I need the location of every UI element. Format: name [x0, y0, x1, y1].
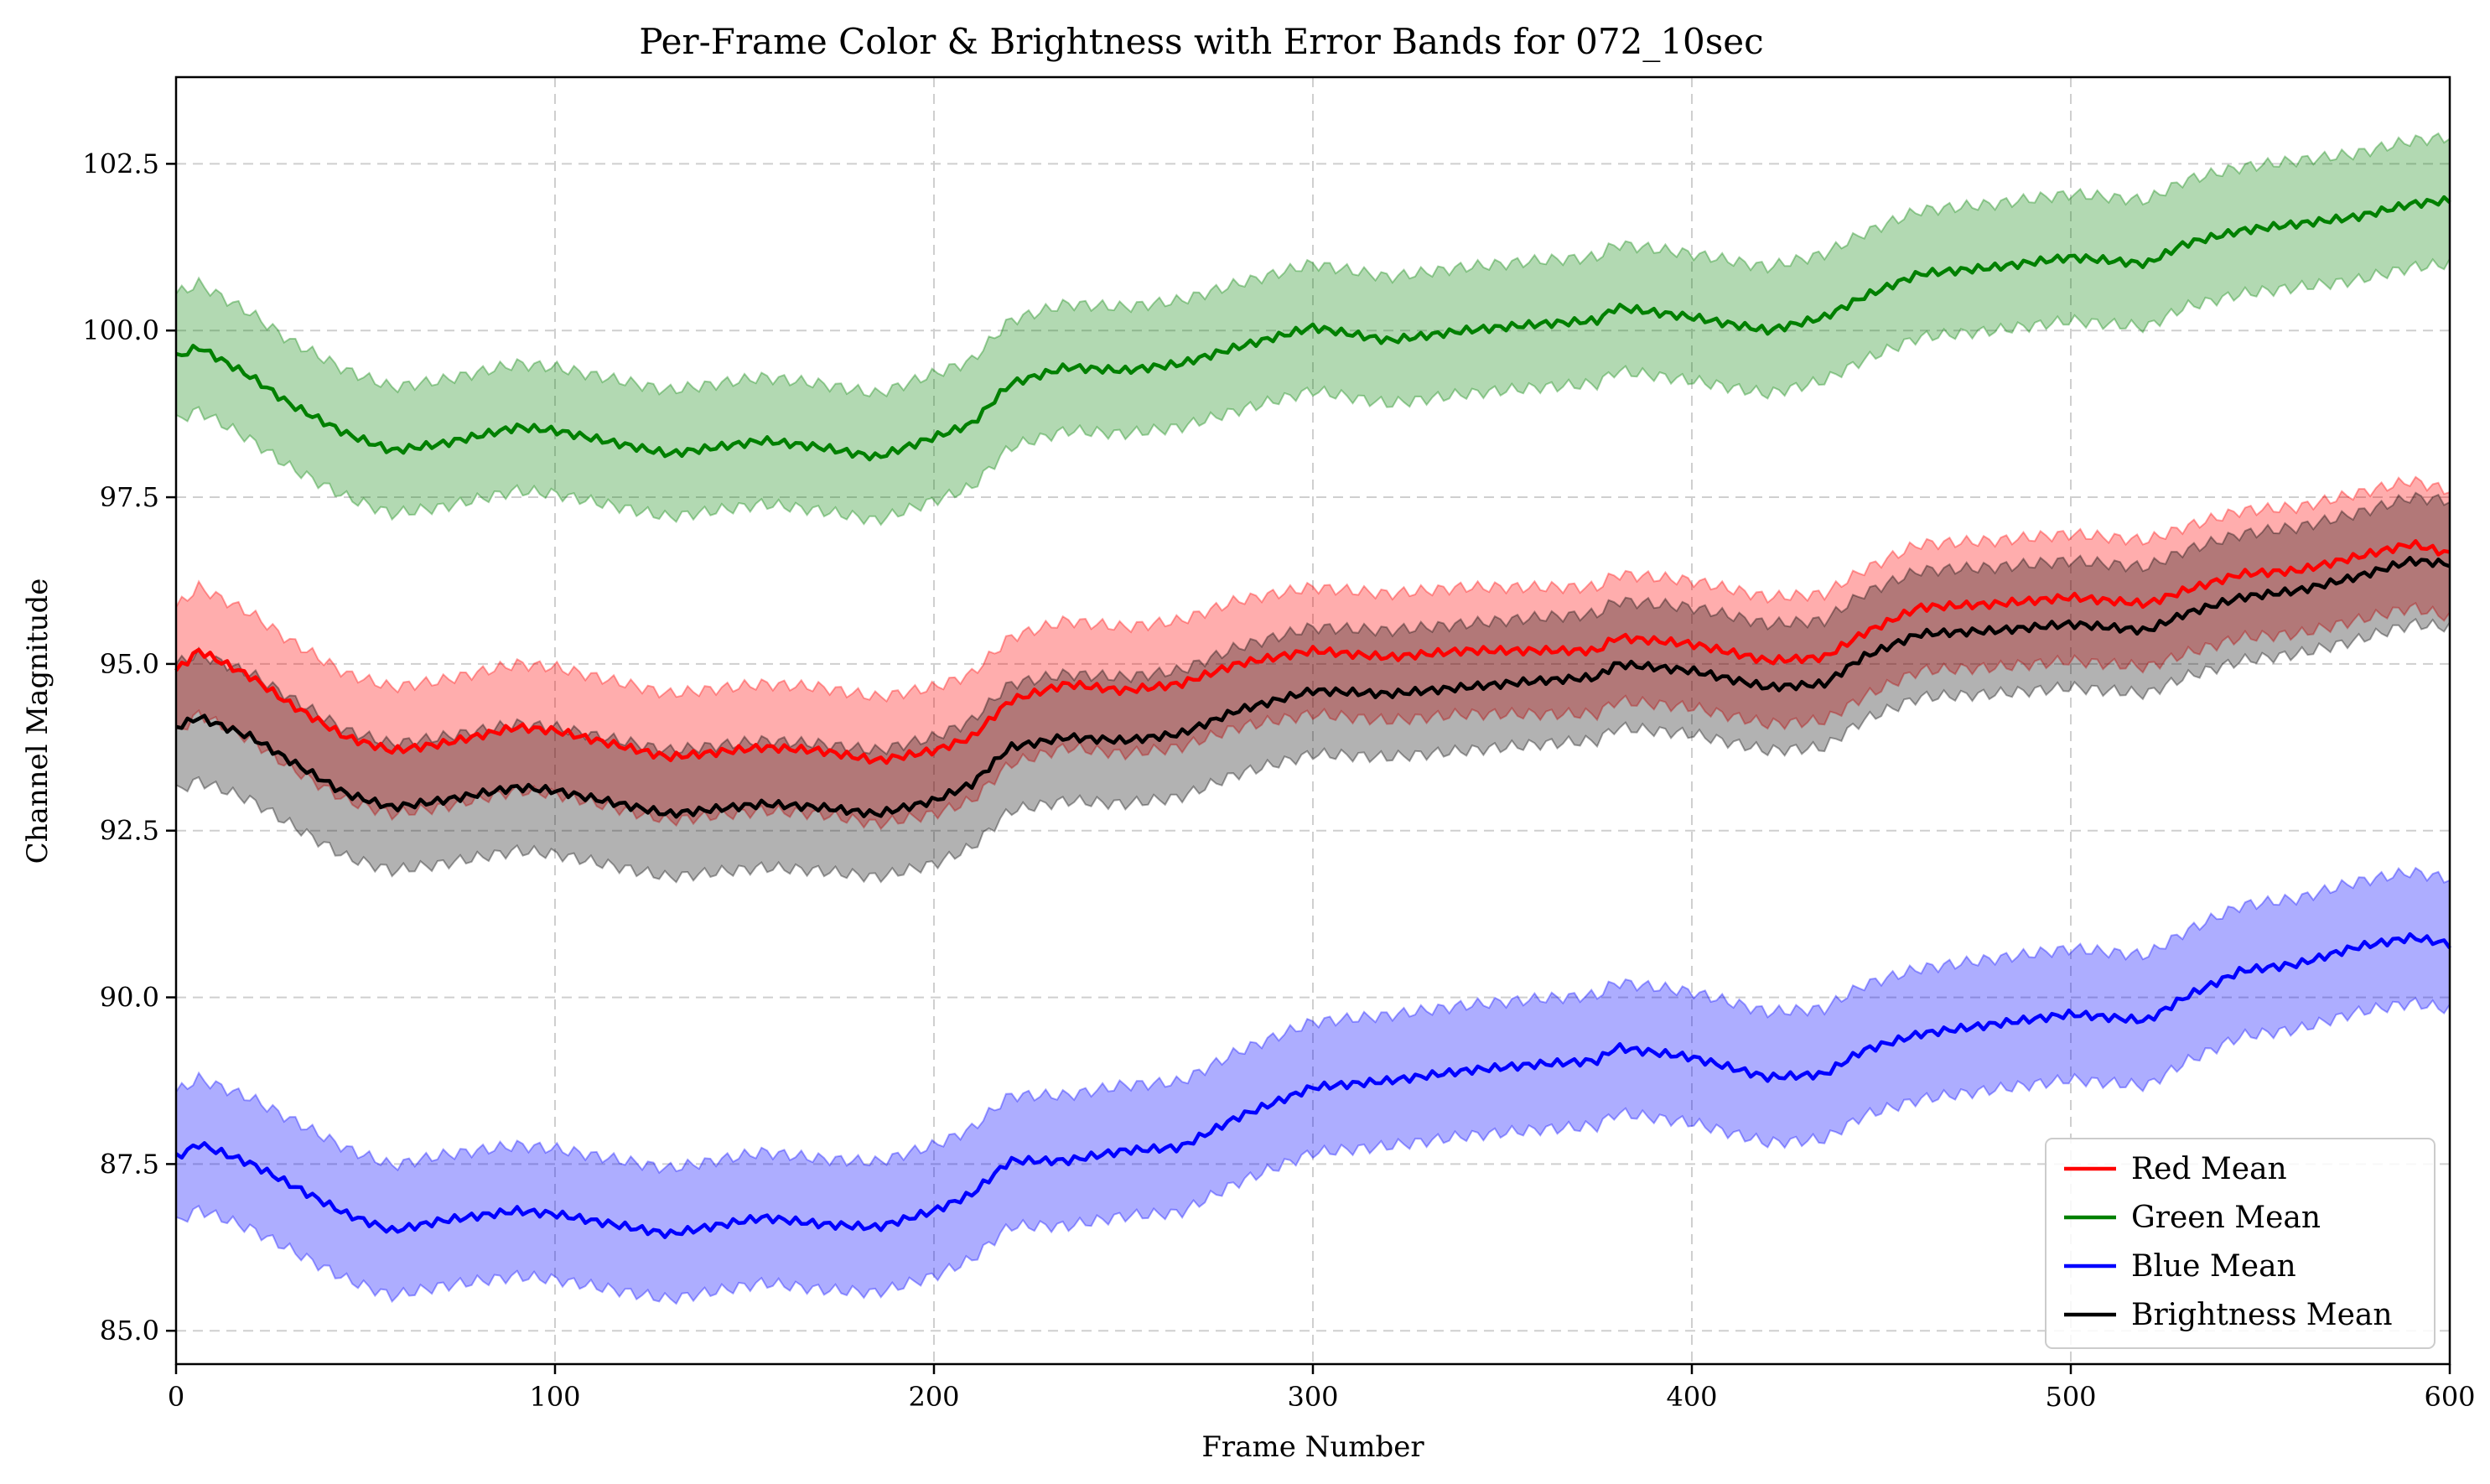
legend-entry: Brightness Mean: [2131, 1298, 2393, 1332]
y-tick-label: 100.0: [82, 314, 159, 346]
axis-ticks: 0 100 200 300 400 500 600 85.0 87.5 90.0 92.5 95.0 9…: [82, 148, 2475, 1413]
y-tick-label: 95.0: [100, 648, 159, 680]
series-line-blue-mean: [174, 931, 2451, 1239]
series-line-brightness-mean: [175, 555, 2451, 819]
series-line-green-mean: [175, 195, 2451, 462]
legend-entry: Green Mean: [2131, 1201, 2321, 1235]
y-tick-label: 90.0: [100, 982, 159, 1014]
x-tick-label: 600: [2424, 1381, 2475, 1413]
x-axis-label: Frame Number: [1201, 1430, 1424, 1464]
legend-entry: Red Mean: [2131, 1152, 2287, 1186]
y-tick-label: 97.5: [100, 481, 159, 513]
legend: Red Mean Green Mean Blue Mean Brightness Me…: [2045, 1138, 2436, 1349]
y-tick-label: 85.0: [100, 1315, 159, 1346]
series-line-red-mean: [174, 538, 2451, 765]
x-tick-label: 500: [2045, 1381, 2096, 1413]
legend-box: [2045, 1138, 2436, 1349]
x-tick-label: 200: [908, 1381, 959, 1413]
mean-lines: [174, 195, 2451, 1239]
x-tick-label: 300: [1287, 1381, 1338, 1413]
x-tick-label: 0: [168, 1381, 184, 1413]
y-tick-label: 92.5: [100, 815, 159, 847]
error-bands: [175, 132, 2451, 1305]
legend-entry: Blue Mean: [2131, 1249, 2296, 1284]
y-tick-label: 102.5: [82, 148, 159, 179]
x-tick-label: 100: [529, 1381, 580, 1413]
chart-title: Per-Frame Color & Brightness with Error …: [639, 21, 1763, 62]
y-axis-label: Channel Magnitude: [21, 579, 54, 864]
x-tick-label: 400: [1666, 1381, 1717, 1413]
y-tick-label: 87.5: [100, 1148, 159, 1180]
